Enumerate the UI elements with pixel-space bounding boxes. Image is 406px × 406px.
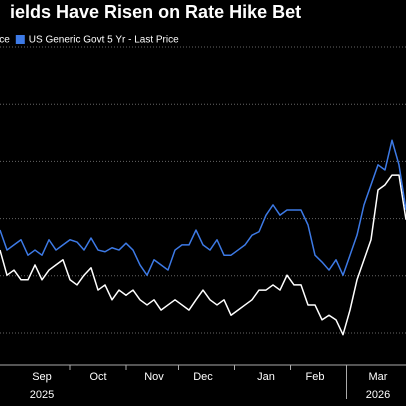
chart-title: ields Have Risen on Rate Hike Bet: [10, 2, 301, 22]
legend-label: ice: [0, 35, 10, 46]
x-year-label: 2025: [30, 389, 54, 401]
legend-label: US Generic Govt 5 Yr - Last Price: [29, 35, 179, 46]
x-tick-label: Nov: [144, 371, 164, 383]
x-tick-label: Jan: [257, 371, 275, 383]
series-line: [0, 139, 406, 276]
x-tick-label: Dec: [193, 371, 213, 383]
x-tick-label: Mar: [369, 371, 388, 383]
x-tick-label: Oct: [89, 371, 106, 383]
x-tick-label: Feb: [306, 371, 325, 383]
x-tick-label: Sep: [32, 371, 52, 383]
x-year-label: 2026: [366, 389, 390, 401]
legend-swatch: [15, 35, 25, 44]
legend: ice US Generic Govt 5 Yr - Last Price: [0, 35, 179, 46]
series-line: [0, 174, 406, 336]
